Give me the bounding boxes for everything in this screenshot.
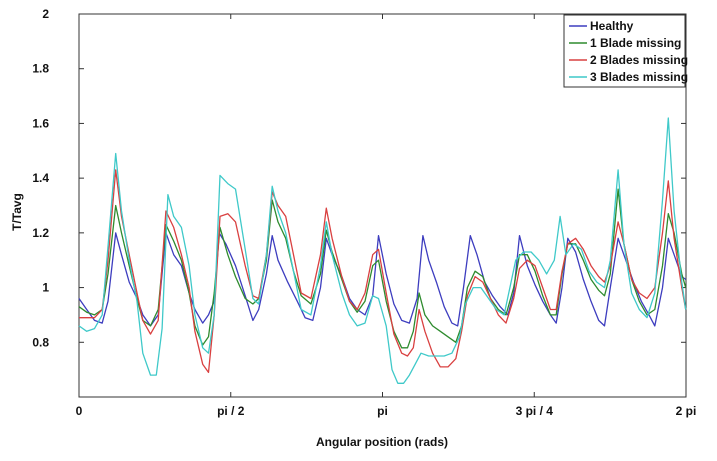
- y-tick-label: 1.8: [32, 62, 49, 76]
- legend-label: 2 Blades missing: [590, 53, 688, 67]
- series-lines: [78, 117, 687, 384]
- x-tick-label: 0: [76, 404, 83, 418]
- legend: Healthy 1 Blade missing 2 Blades missing 3 …: [563, 14, 688, 88]
- x-tick-label: 3 pi / 4: [516, 404, 554, 418]
- y-axis-title: T/Tavg: [10, 193, 24, 231]
- legend-label: 1 Blade missing: [590, 36, 681, 50]
- y-tick-label: 2: [42, 7, 49, 21]
- x-tick-label: pi / 2: [217, 404, 245, 418]
- y-tick-label: 1.4: [32, 171, 49, 185]
- series-line-2: [79, 169, 687, 374]
- y-tick-label: 1: [42, 281, 49, 295]
- legend-box: [563, 14, 686, 88]
- legend-label: 3 Blades missing: [590, 70, 688, 84]
- x-tick-label: 2 pi: [676, 404, 697, 418]
- series-line-0: [78, 232, 687, 327]
- y-tick-label: 1.2: [32, 226, 49, 240]
- y-tick-label: 1.6: [32, 116, 49, 130]
- y-tick-label: 0.8: [32, 335, 49, 349]
- x-tick-label: pi: [377, 404, 388, 418]
- x-axis-title: Angular position (rads): [316, 435, 448, 449]
- series-line-3: [78, 117, 687, 384]
- x-axis-ticks: 0 pi / 2 pi 3 pi / 4 2 pi: [76, 14, 697, 418]
- legend-label: Healthy: [590, 19, 634, 33]
